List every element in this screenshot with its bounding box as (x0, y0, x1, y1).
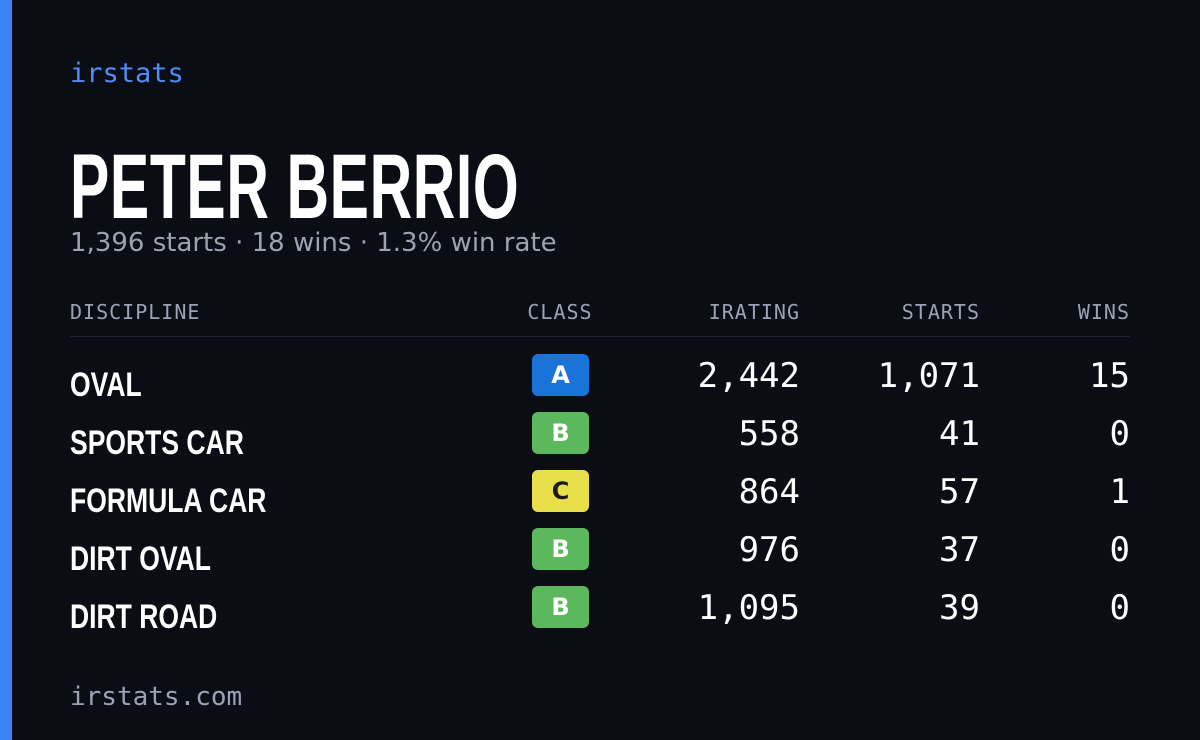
brand: irstats (70, 58, 184, 89)
irating-value: 2,442 (697, 356, 800, 396)
irating-value: 558 (738, 414, 800, 454)
discipline: SPORTS CAR (70, 424, 244, 462)
class-badge: B (532, 586, 589, 628)
wins-value: 0 (1109, 588, 1130, 628)
divider (70, 336, 1130, 337)
discipline: OVAL (70, 366, 142, 404)
accent-bar (0, 0, 12, 740)
column-header: IRATING (708, 300, 800, 324)
irating-value: 976 (738, 530, 800, 570)
class-badge: C (532, 470, 589, 512)
class-badge: B (532, 412, 589, 454)
starts-value: 1,071 (877, 356, 980, 396)
driver-summary: 1,396 starts · 18 wins · 1.3% win rate (70, 228, 557, 258)
discipline: DIRT OVAL (70, 540, 211, 578)
column-header: STARTS (901, 300, 980, 324)
discipline: FORMULA CAR (70, 482, 267, 520)
wins-value: 1 (1109, 472, 1130, 512)
footer: irstats.com (70, 682, 243, 712)
column-header: CLASS (527, 300, 593, 324)
class-badge: A (532, 354, 589, 396)
column-header: DISCIPLINE (70, 300, 201, 324)
starts-value: 57 (939, 472, 980, 512)
class-badge: B (532, 528, 589, 570)
discipline: DIRT ROAD (70, 598, 218, 636)
wins-value: 0 (1109, 414, 1130, 454)
driver-name: PETER BERRIO (70, 136, 520, 238)
irating-value: 864 (738, 472, 800, 512)
irating-value: 1,095 (697, 588, 800, 628)
starts-value: 39 (939, 588, 980, 628)
wins-value: 15 (1089, 356, 1130, 396)
wins-value: 0 (1109, 530, 1130, 570)
starts-value: 37 (939, 530, 980, 570)
starts-value: 41 (939, 414, 980, 454)
column-header: WINS (1077, 300, 1130, 324)
